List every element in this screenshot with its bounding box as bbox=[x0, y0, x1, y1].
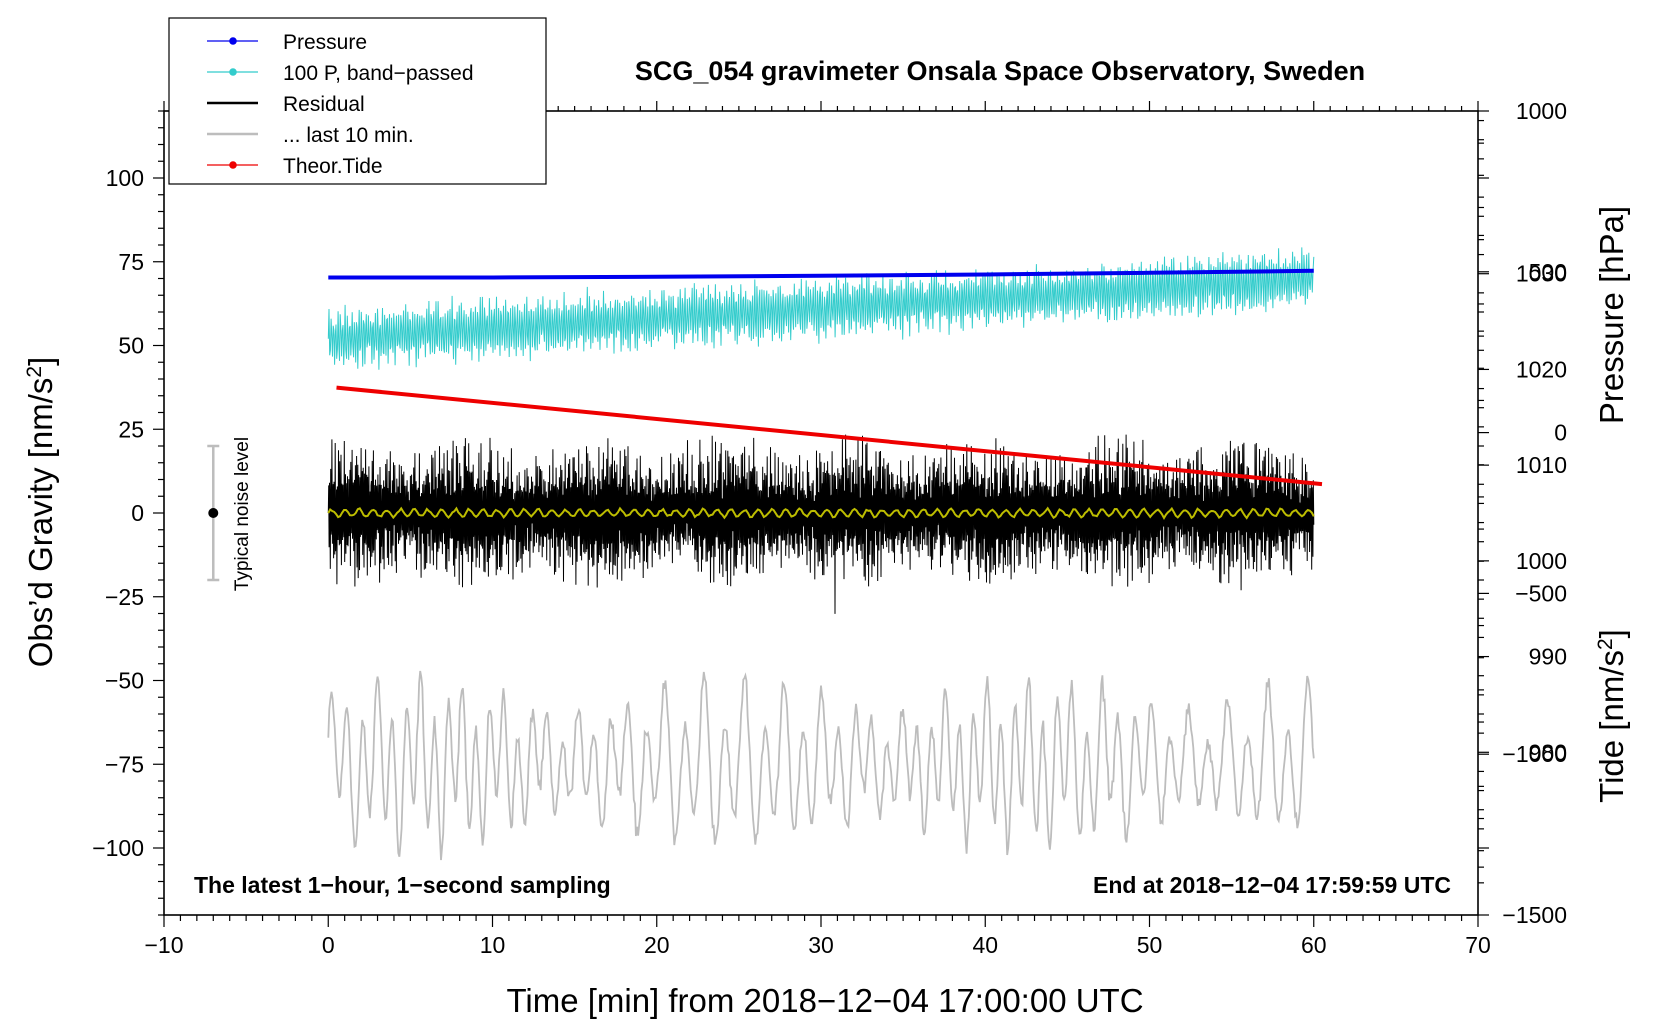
x-tick-label: 20 bbox=[644, 932, 670, 958]
series-residual bbox=[327, 434, 1315, 614]
noise-level-indicator: Typical noise level bbox=[207, 437, 253, 591]
series-residual-smoothed bbox=[327, 506, 1315, 521]
y-axis-title-tide: Tide [nm/s2] bbox=[1593, 629, 1630, 803]
y-left-tick-label: −25 bbox=[105, 584, 144, 610]
y-tide-tick-label: 0 bbox=[1554, 420, 1567, 446]
y-axis-title-tide-end: ] bbox=[1593, 629, 1630, 638]
y-left-tick-label: 50 bbox=[118, 333, 144, 359]
y-left-tick-label: 75 bbox=[118, 249, 144, 275]
legend-label: Theor.Tide bbox=[283, 155, 383, 178]
x-tick-label: 10 bbox=[480, 932, 506, 958]
legend-marker bbox=[229, 37, 237, 45]
y-axis-title-tide-main: Tide [nm/s bbox=[1593, 650, 1630, 803]
noise-level-label: Typical noise level bbox=[232, 437, 253, 591]
legend-label: ... last 10 min. bbox=[283, 124, 414, 147]
y-left-tick-label: 25 bbox=[118, 416, 144, 442]
x-tick-label: 0 bbox=[322, 932, 335, 958]
y-pressure-tick-label: 1030 bbox=[1516, 261, 1567, 287]
y-axis-title-tide-sup: 2 bbox=[1594, 638, 1617, 650]
legend-label: Residual bbox=[283, 93, 365, 116]
legend-box bbox=[168, 17, 547, 185]
y-tide-tick-label: 1000 bbox=[1516, 98, 1567, 124]
series-last-10-min bbox=[327, 670, 1315, 861]
y-left-tick-label: −100 bbox=[92, 835, 144, 861]
y-left-tick-label: −50 bbox=[105, 668, 144, 694]
y-axis-title-gravity: Obs’d Gravity [nm/s2] bbox=[22, 357, 59, 668]
y-axis-title-gravity-sup: 2 bbox=[23, 366, 46, 378]
y-left-tick-label: 0 bbox=[131, 500, 144, 526]
chart-title: SCG_054 gravimeter Onsala Space Observat… bbox=[635, 56, 1365, 86]
series-layer bbox=[327, 247, 1323, 861]
y-axis-title-gravity-main: Obs’d Gravity [nm/s bbox=[22, 378, 59, 668]
y-pressure-tick-label: 1000 bbox=[1516, 548, 1567, 574]
legend: Pressure 100 P, band−passed Residual ... la… bbox=[168, 17, 547, 185]
y-tide-tick-label: −500 bbox=[1515, 580, 1567, 606]
x-tick-label: 60 bbox=[1301, 932, 1327, 958]
y-pressure-tick-label: 980 bbox=[1529, 739, 1567, 765]
legend-marker bbox=[229, 68, 237, 76]
legend-marker bbox=[229, 161, 237, 169]
y-tide-tick-label: −1000 bbox=[1502, 741, 1567, 767]
x-tick-label: 70 bbox=[1465, 932, 1491, 958]
noise-center-dot bbox=[208, 508, 219, 518]
series-bandpassed bbox=[327, 247, 1315, 370]
legend-label: Pressure bbox=[283, 31, 367, 54]
y-tide-tick-label: 500 bbox=[1529, 259, 1567, 285]
y-pressure-tick-label: 1020 bbox=[1516, 356, 1567, 382]
y-axis-title-gravity-end: ] bbox=[22, 357, 59, 366]
note-end-time: End at 2018−12−04 17:59:59 UTC bbox=[1093, 872, 1451, 898]
x-tick-label: 50 bbox=[1137, 932, 1163, 958]
y-left-tick-label: −75 bbox=[105, 751, 144, 777]
y-axis-title-pressure: Pressure [hPa] bbox=[1593, 206, 1630, 424]
legend-rows: Pressure 100 P, band−passed Residual ... la… bbox=[207, 31, 474, 178]
legend-label: 100 P, band−passed bbox=[283, 62, 474, 85]
y-pressure-tick-label: 1010 bbox=[1516, 452, 1567, 478]
series-pressure bbox=[328, 268, 1314, 280]
y-tide-tick-label: −1500 bbox=[1502, 902, 1567, 928]
ticks-layer: −10 0 10 20 30 40 50 60 701007550250−25−50−75−10… bbox=[92, 98, 1567, 958]
x-tick-label: −10 bbox=[144, 932, 183, 958]
x-axis-title: Time [min] from 2018−12−04 17:00:00 UTC bbox=[506, 982, 1143, 1019]
note-latest-hour: The latest 1−hour, 1−second sampling bbox=[194, 872, 611, 898]
x-tick-label: 40 bbox=[972, 932, 998, 958]
series-theoretical-tide bbox=[336, 385, 1323, 487]
x-tick-label: 30 bbox=[808, 932, 834, 958]
y-left-tick-label: 100 bbox=[106, 165, 144, 191]
y-pressure-tick-label: 990 bbox=[1529, 644, 1567, 670]
